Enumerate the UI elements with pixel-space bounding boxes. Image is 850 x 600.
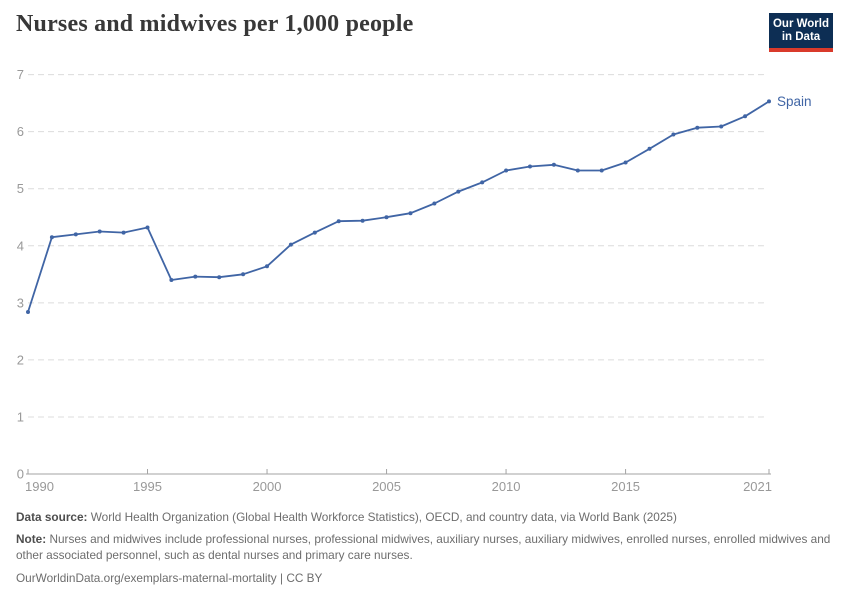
note-text: Nurses and midwives include professional… (16, 531, 831, 562)
x-tick-label: 1995 (133, 479, 162, 494)
x-tick-label: 2010 (492, 479, 521, 494)
data-source-line: Data source: World Health Organization (… (16, 510, 834, 526)
y-tick-label: 7 (17, 67, 24, 82)
data-point (26, 310, 30, 314)
data-point (217, 275, 222, 280)
logo-red-bar (769, 48, 833, 52)
y-tick-label: 4 (17, 238, 24, 253)
data-point (743, 114, 748, 119)
x-tick-label: 2000 (253, 479, 282, 494)
x-tick-label: 1990 (25, 479, 54, 494)
data-point (647, 146, 652, 151)
y-tick-label: 1 (17, 409, 24, 424)
data-point (336, 219, 341, 224)
data-point (767, 99, 771, 104)
data-point (360, 218, 365, 223)
y-tick-label: 6 (17, 124, 24, 139)
note-label: Note: (16, 531, 47, 546)
data-point (599, 168, 604, 173)
data-point (671, 132, 676, 137)
x-tick-label: 2005 (372, 479, 401, 494)
logo-line1: Our World (772, 18, 829, 30)
data-point (408, 211, 413, 216)
data-point (575, 168, 580, 173)
data-point (551, 162, 556, 167)
logo-line2: in Data (781, 31, 821, 43)
owid-logo: Our World in Data (769, 13, 833, 52)
data-point (432, 201, 437, 206)
data-point (193, 274, 198, 279)
y-tick-label: 5 (17, 181, 24, 196)
line-chart: 0 1 2 3 4 5 6 7 1990 1995 2000 2005 2010 2015 2021 Spai… (17, 67, 812, 494)
y-tick-label: 0 (17, 467, 24, 482)
data-point (528, 164, 532, 169)
data-point (241, 272, 246, 277)
data-point (312, 230, 317, 235)
data-point (145, 225, 150, 230)
data-source-text: World Health Organization (Global Health… (90, 510, 677, 524)
x-tick-label: 2015 (611, 479, 640, 494)
data-point (49, 235, 54, 240)
data-point (169, 278, 174, 282)
data-point (623, 160, 628, 165)
x-tick-label: 2021 (743, 479, 772, 494)
data-point (695, 125, 700, 130)
attribution-line: OurWorldinData.org/exemplars-maternal-mo… (16, 571, 323, 586)
data-point (719, 124, 724, 129)
chart-title: Nurses and midwives per 1,000 people (16, 11, 414, 37)
y-tick-label: 3 (17, 295, 24, 310)
data-point (288, 242, 293, 247)
data-point (384, 215, 389, 220)
data-point (265, 264, 269, 269)
data-line (27, 100, 770, 313)
note-line: Note: Nurses and midwives include profes… (16, 532, 834, 564)
y-tick-label: 2 (17, 352, 24, 367)
data-point (456, 189, 461, 194)
data-point (73, 232, 78, 237)
data-point (97, 229, 102, 234)
data-source-label: Data source: (16, 510, 88, 524)
entity-label: Spain (777, 94, 812, 109)
data-point (480, 180, 485, 185)
chart-footer: Data source: World Health Organization (… (16, 510, 834, 593)
data-point (121, 230, 126, 235)
data-point (504, 168, 509, 173)
